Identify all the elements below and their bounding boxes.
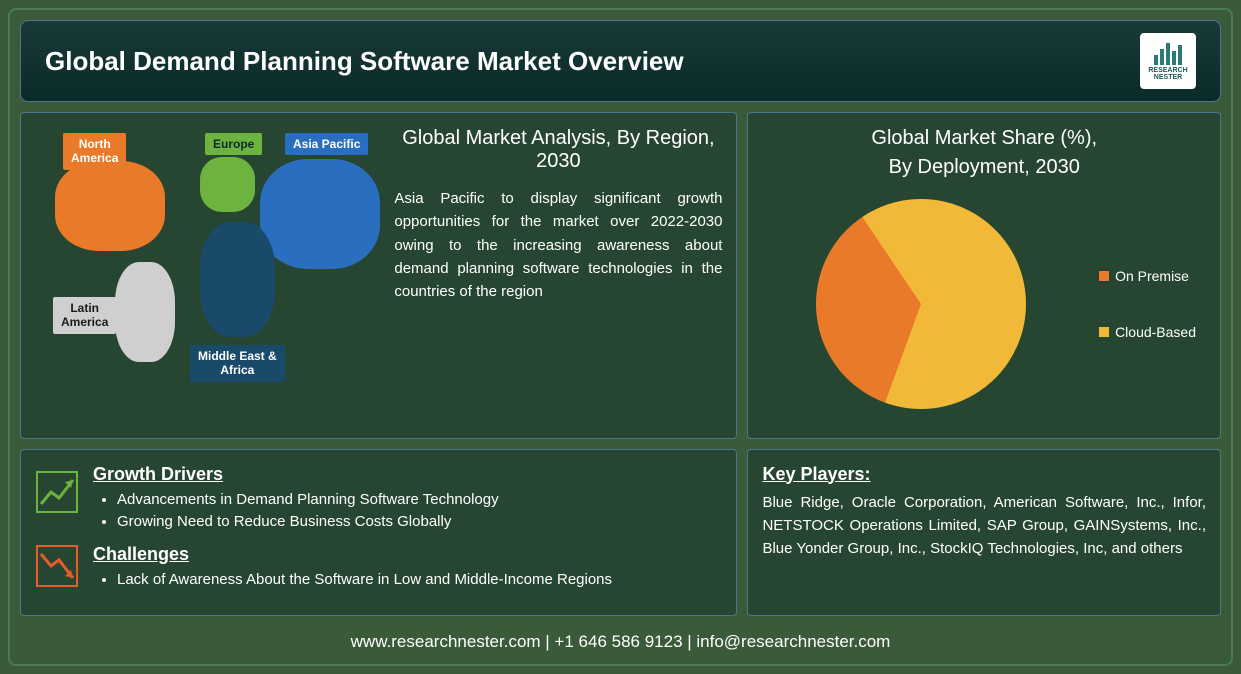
key-players-body: Blue Ridge, Oracle Corporation, American…: [762, 491, 1206, 561]
legend-item-cloud: Cloud-Based: [1099, 324, 1196, 340]
page-title: Global Demand Planning Software Market O…: [45, 46, 684, 77]
map-region-shape: [200, 157, 255, 212]
drivers-challenges-panel: Growth Drivers Advancements in Demand Pl…: [20, 449, 737, 617]
pie-heading-line1: Global Market Share (%),: [762, 127, 1206, 150]
map-region-shape: [200, 222, 275, 337]
map-region-shape: [260, 159, 380, 269]
growth-drivers-heading: Growth Drivers: [93, 464, 612, 485]
legend-item-on-premise: On Premise: [1099, 268, 1196, 284]
trend-down-icon: [35, 544, 79, 588]
key-players-heading: Key Players:: [762, 464, 1206, 485]
region-analysis-panel: NorthAmerica Europe Asia Pacific LatinAmeri…: [20, 112, 737, 439]
map-region-label: Asia Pacific: [285, 133, 368, 155]
title-bar: Global Demand Planning Software Market O…: [20, 20, 1221, 102]
pie-chart: [816, 199, 1026, 409]
challenges-list: Lack of Awareness About the Software in …: [93, 569, 612, 592]
legend-swatch-icon: [1099, 271, 1109, 281]
footer-contact: www.researchnester.com | +1 646 586 9123…: [20, 626, 1221, 654]
logo-bars-icon: [1154, 41, 1182, 65]
growth-drivers-list: Advancements in Demand Planning Software…: [93, 489, 612, 534]
map-region-label: NorthAmerica: [63, 133, 126, 170]
market-share-panel: Global Market Share (%), By Deployment, …: [747, 112, 1221, 439]
key-players-panel: Key Players: Blue Ridge, Oracle Corporat…: [747, 449, 1221, 617]
legend-label: On Premise: [1115, 268, 1189, 284]
legend-label: Cloud-Based: [1115, 324, 1196, 340]
list-item: Advancements in Demand Planning Software…: [117, 489, 612, 512]
region-analysis-body: Asia Pacific to display significant grow…: [394, 187, 722, 303]
pie-heading-line2: By Deployment, 2030: [762, 156, 1206, 179]
world-map: NorthAmerica Europe Asia Pacific LatinAmeri…: [35, 127, 380, 424]
map-region-label: LatinAmerica: [53, 297, 116, 334]
map-region-label: Middle East &Africa: [190, 345, 285, 382]
challenges-heading: Challenges: [93, 544, 612, 565]
map-region-shape: [55, 161, 165, 251]
region-analysis-heading: Global Market Analysis, By Region, 2030: [394, 127, 722, 173]
legend-swatch-icon: [1099, 327, 1109, 337]
map-region-label: Europe: [205, 133, 262, 155]
list-item: Lack of Awareness About the Software in …: [117, 569, 612, 592]
logo-text: RESEARCH NESTER: [1140, 67, 1196, 81]
map-region-shape: [115, 262, 175, 362]
trend-up-icon: [35, 470, 79, 514]
brand-logo: RESEARCH NESTER: [1140, 33, 1196, 89]
list-item: Growing Need to Reduce Business Costs Gl…: [117, 511, 612, 534]
pie-legend: On Premise Cloud-Based: [1099, 268, 1206, 340]
